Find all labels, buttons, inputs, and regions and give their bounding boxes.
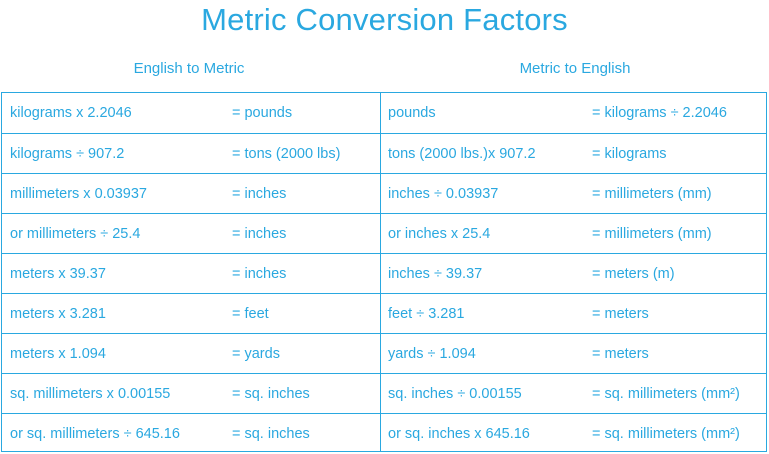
e2m-expression: sq. millimeters x 0.00155 bbox=[10, 386, 171, 402]
e2m-expression: or millimeters ÷ 25.4 bbox=[10, 226, 141, 242]
m2e-expression: or inches x 25.4 bbox=[388, 226, 491, 242]
m2e-expression: sq. inches ÷ 0.00155 bbox=[388, 386, 522, 402]
table-row: meters x 39.37 = inches inches ÷ 39.37 =… bbox=[2, 253, 766, 293]
e2m-result: = sq. inches bbox=[232, 386, 310, 402]
e2m-result: = inches bbox=[232, 266, 287, 282]
table-row: sq. millimeters x 0.00155 = sq. inches s… bbox=[2, 373, 766, 413]
table-row: meters x 1.094 = yards yards ÷ 1.094 = m… bbox=[2, 333, 766, 373]
e2m-result: = sq. inches bbox=[232, 426, 310, 442]
table-row: kilograms ÷ 907.2 = tons (2000 lbs) tons… bbox=[2, 133, 766, 173]
column-divider bbox=[380, 93, 381, 451]
m2e-expression: pounds bbox=[388, 105, 436, 121]
m2e-result: = kilograms bbox=[592, 146, 667, 162]
e2m-result: = inches bbox=[232, 226, 287, 242]
e2m-result: = yards bbox=[232, 346, 280, 362]
m2e-result: = sq. millimeters (mm²) bbox=[592, 386, 740, 402]
m2e-result: = millimeters (mm) bbox=[592, 226, 712, 242]
table-row: kilograms x 2.2046 = pounds pounds = kil… bbox=[2, 93, 766, 133]
m2e-expression: tons (2000 lbs.)x 907.2 bbox=[388, 146, 536, 162]
e2m-result: = tons (2000 lbs) bbox=[232, 146, 341, 162]
e2m-result: = feet bbox=[232, 306, 269, 322]
e2m-result: = pounds bbox=[232, 105, 293, 121]
header-metric-to-english: Metric to English bbox=[519, 60, 631, 77]
m2e-result: = kilograms ÷ 2.2046 bbox=[592, 105, 727, 121]
page-title: Metric Conversion Factors bbox=[201, 2, 568, 37]
m2e-result: = sq. millimeters (mm²) bbox=[592, 426, 740, 442]
m2e-result: = millimeters (mm) bbox=[592, 186, 712, 202]
e2m-expression: kilograms x 2.2046 bbox=[10, 105, 132, 121]
m2e-expression: yards ÷ 1.094 bbox=[388, 346, 476, 362]
table-row: or sq. millimeters ÷ 645.16 = sq. inches… bbox=[2, 413, 766, 453]
table-row: millimeters x 0.03937 = inches inches ÷ … bbox=[2, 173, 766, 213]
e2m-expression: or sq. millimeters ÷ 645.16 bbox=[10, 426, 180, 442]
table-row: or millimeters ÷ 25.4 = inches or inches… bbox=[2, 213, 766, 253]
table-row: meters x 3.281 = feet feet ÷ 3.281 = met… bbox=[2, 293, 766, 333]
e2m-expression: millimeters x 0.03937 bbox=[10, 186, 147, 202]
m2e-expression: or sq. inches x 645.16 bbox=[388, 426, 530, 442]
m2e-result: = meters (m) bbox=[592, 266, 675, 282]
e2m-expression: meters x 39.37 bbox=[10, 266, 106, 282]
e2m-expression: meters x 3.281 bbox=[10, 306, 106, 322]
m2e-expression: inches ÷ 39.37 bbox=[388, 266, 483, 282]
m2e-expression: inches ÷ 0.03937 bbox=[388, 186, 499, 202]
e2m-result: = inches bbox=[232, 186, 287, 202]
header-english-to-metric: English to Metric bbox=[133, 60, 245, 77]
m2e-result: = meters bbox=[592, 306, 649, 322]
m2e-result: = meters bbox=[592, 346, 649, 362]
conversion-table: kilograms x 2.2046 = pounds pounds = kil… bbox=[1, 92, 767, 452]
e2m-expression: meters x 1.094 bbox=[10, 346, 106, 362]
m2e-expression: feet ÷ 3.281 bbox=[388, 306, 465, 322]
e2m-expression: kilograms ÷ 907.2 bbox=[10, 146, 125, 162]
